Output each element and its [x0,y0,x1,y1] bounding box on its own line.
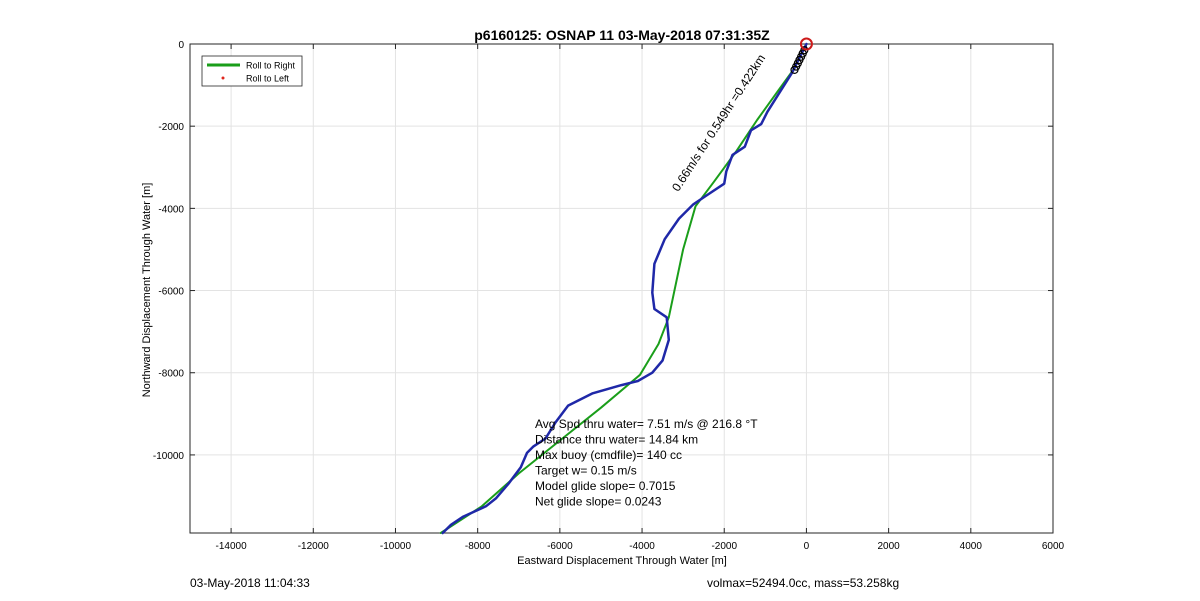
track-line [441,42,808,535]
dive-marker [790,65,799,74]
annotation-line: Distance thru water= 14.84 km [535,433,698,447]
legend-swatch-dot [221,76,225,80]
x-tick-label: -6000 [547,541,573,552]
series-layer [439,42,808,535]
footer-timestamp: 03-May-2018 11:04:33 [190,576,310,590]
x-tick-label: 0 [804,541,810,552]
legend-entry-label: Roll to Right [246,61,296,71]
x-tick-label: -2000 [711,541,737,552]
y-tick-label: -6000 [158,287,184,298]
plot-area-frame [189,43,1054,534]
footer-glider-params: volmax=52494.0cc, mass=53.258kg [707,576,900,590]
x-tick-label: 2000 [877,541,900,552]
ticks: -14000 -12000 -10000 -8000 -6000 -4000 -2000 0 2… [153,40,1065,552]
annotation-line: Target w= 0.15 m/s [535,464,637,478]
x-tick-label: -4000 [629,541,655,552]
x-tick-label: -12000 [298,541,330,552]
markers [790,37,813,74]
y-axis-label: Northward Displacement Through Water [m] [141,183,153,398]
x-axis-label: Eastward Displacement Through Water [m] [517,555,727,567]
y-tick-label: -8000 [158,369,184,380]
y-tick-label: -10000 [153,451,185,462]
chart-title: p6160125: OSNAP 11 03-May-2018 07:31:35Z [474,27,770,43]
legend: Roll to Right Roll to Left [201,55,303,87]
segment-label: 0.66m/s for 0.549hr =0.422km [669,52,768,194]
x-tick-label: -10000 [380,541,412,552]
annotation-line: Avg Spd thru water= 7.51 m/s @ 216.8 °T [535,417,758,431]
x-tick-label: 6000 [1042,541,1065,552]
annotation-line: Max buoy (cmdfile)= 140 cc [535,448,682,462]
start-point-marker [799,37,813,51]
y-tick-label: 0 [178,40,184,51]
annotation-line: Model glide slope= 0.7015 [535,479,676,493]
annotation-block: Avg Spd thru water= 7.51 m/s @ 216.8 °T D… [535,417,758,509]
x-tick-label: 4000 [960,541,983,552]
x-tick-label: -8000 [465,541,491,552]
legend-box [201,55,303,87]
series-roll-to-right-line [439,43,808,534]
x-tick-label: -14000 [216,541,248,552]
y-tick-label: -2000 [158,122,184,133]
annotation-line: Net glide slope= 0.0243 [535,495,662,509]
legend-entry-label: Roll to Left [246,74,290,84]
y-tick-label: -4000 [158,204,184,215]
